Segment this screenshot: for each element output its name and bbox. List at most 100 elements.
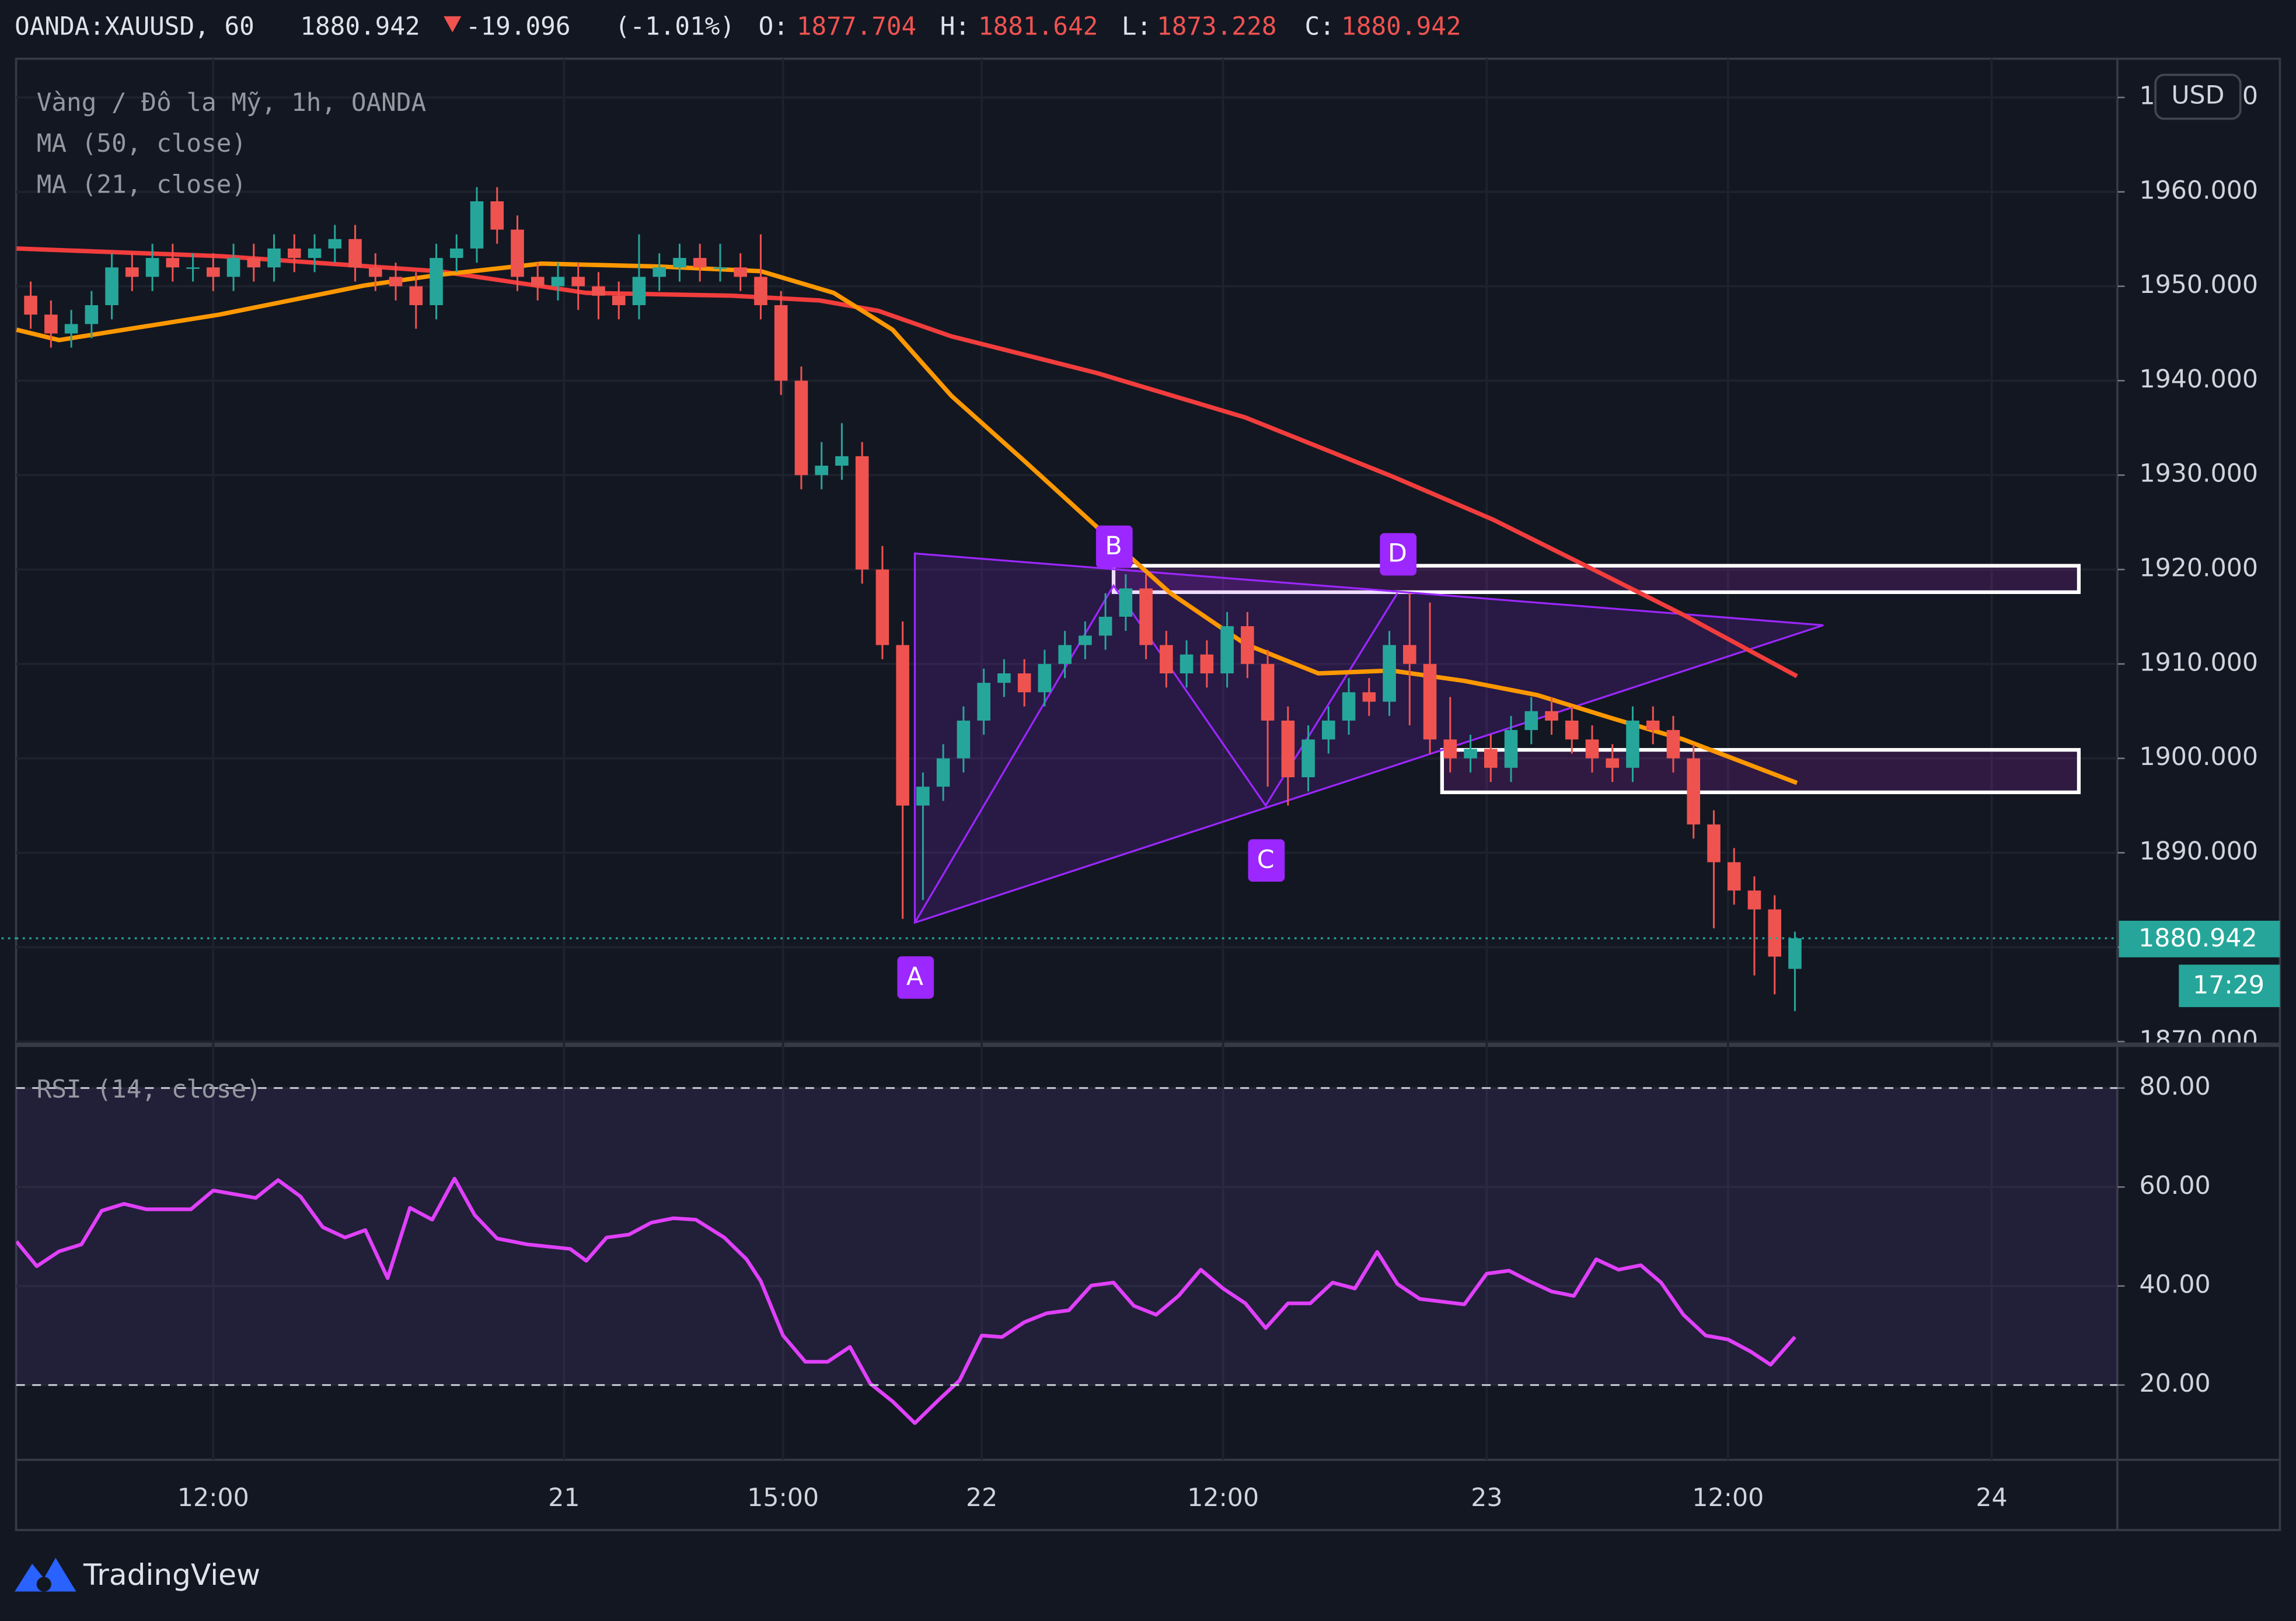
candle-body <box>1301 739 1315 777</box>
pattern-label: A <box>906 962 923 991</box>
candle-body <box>1180 654 1194 674</box>
candle-body <box>855 456 869 570</box>
candle-body <box>368 267 382 277</box>
low-label: L: <box>1122 12 1152 41</box>
candle-body <box>1747 890 1761 910</box>
candle-body <box>1464 749 1477 759</box>
open-value: 1877.704 <box>797 12 916 41</box>
x-tick-label: 12:00 <box>1692 1483 1764 1512</box>
candle-body <box>1261 663 1275 721</box>
candle-body <box>1362 692 1376 702</box>
candle-body <box>125 267 139 277</box>
candle-body <box>612 295 626 305</box>
last-price: 1880.942 <box>300 12 420 41</box>
candle-body <box>348 239 362 268</box>
chart-title: Vàng / Đô la Mỹ, 1h, OANDA <box>37 88 426 117</box>
candle-body <box>1687 758 1701 825</box>
ma-legend: MA (21, close) <box>37 170 246 199</box>
candle-body <box>632 277 646 305</box>
candle-body <box>430 258 443 305</box>
candle-body <box>490 201 504 230</box>
candle-body <box>652 267 667 277</box>
candle-body <box>997 673 1011 683</box>
candle-body <box>1322 720 1335 740</box>
x-tick-label: 15:00 <box>747 1483 819 1512</box>
candle-body <box>754 277 767 305</box>
candle-body <box>1788 938 1802 969</box>
candle-body <box>1383 645 1396 702</box>
candle-body <box>875 570 889 645</box>
candle-body <box>1058 645 1072 664</box>
y-tick-label: 1900.000 <box>2140 742 2258 771</box>
y-tick-label: 60.00 <box>2140 1171 2211 1200</box>
candle-body <box>328 239 342 249</box>
candle-body <box>1038 663 1052 693</box>
y-tick-label: 1930.000 <box>2140 459 2258 488</box>
candle-body <box>247 258 261 268</box>
candle-body <box>145 258 159 277</box>
candle-body <box>267 248 281 268</box>
candle-body <box>389 277 403 287</box>
candle-body <box>916 787 930 806</box>
down-arrow <box>444 16 462 33</box>
rsi-legend: RSI (14, close) <box>37 1075 261 1104</box>
candle-body <box>1200 654 1214 674</box>
x-tick-label: 12:00 <box>1187 1483 1259 1512</box>
candle-body <box>1666 730 1680 759</box>
candle-body <box>511 229 524 277</box>
symbol: OANDA:XAUUSD, 60 <box>15 12 254 41</box>
candle-body <box>1098 616 1112 636</box>
close-value: 1880.942 <box>1341 12 1461 41</box>
rsi-band <box>16 1088 2117 1385</box>
candle-body <box>531 277 545 287</box>
candle-body <box>105 267 118 305</box>
candle-body <box>1585 739 1599 759</box>
candle-body <box>1545 711 1558 721</box>
x-tick-label: 12:00 <box>177 1483 249 1512</box>
rsi-pane <box>16 1088 2117 1426</box>
candle-body <box>571 277 585 287</box>
y-tick-label: 20.00 <box>2140 1369 2211 1398</box>
candle-body <box>774 305 788 381</box>
y-tick-label: 40.00 <box>2140 1270 2211 1299</box>
axes: 12:00 21 15:00 22 12:00 23 12:00 24 20.00 40.00 60… <box>1 74 2280 1512</box>
candle-body <box>85 305 99 324</box>
y-tick-label: 1920.000 <box>2140 554 2258 583</box>
y-tick-label: 1940.000 <box>2140 365 2258 394</box>
candle-body <box>24 295 37 315</box>
x-tick-label: 23 <box>1471 1483 1502 1512</box>
candle-body <box>207 267 220 277</box>
brand[interactable]: TradingView <box>83 1557 260 1592</box>
pattern-label-box <box>1248 839 1285 882</box>
candle-body <box>470 201 484 249</box>
candle-body <box>1707 824 1721 862</box>
candle-body <box>957 720 971 759</box>
candle-body <box>835 456 849 466</box>
candle-body <box>1727 862 1741 891</box>
countdown-badge <box>2179 965 2280 1007</box>
y-tick-label: 1890.000 <box>2140 837 2258 866</box>
logo-cutout <box>36 1577 51 1592</box>
candle-body <box>308 248 322 258</box>
price-pane: A B C D <box>16 187 2117 1011</box>
frame <box>15 57 2281 1532</box>
candle-body <box>1119 588 1133 617</box>
y-tick-label: 1960.000 <box>2140 176 2258 205</box>
candle-body <box>288 248 301 258</box>
candle-body <box>1504 730 1518 768</box>
candle-body <box>1524 711 1538 731</box>
pattern-label: B <box>1105 532 1122 561</box>
ma-legend: MA (50, close) <box>37 129 246 158</box>
footer[interactable]: TradingView <box>15 1557 260 1592</box>
candle-body <box>896 645 909 806</box>
high-label: H: <box>940 12 970 41</box>
change: -19.096 <box>466 12 571 41</box>
candle-body <box>1160 645 1173 674</box>
x-tick-label: 24 <box>1976 1483 2007 1512</box>
y-tick-label: 1950.000 <box>2140 270 2258 299</box>
pattern-label: C <box>1257 845 1275 874</box>
moving-average <box>16 246 1798 679</box>
high-value: 1881.642 <box>978 12 1098 41</box>
candle-body <box>693 258 707 268</box>
